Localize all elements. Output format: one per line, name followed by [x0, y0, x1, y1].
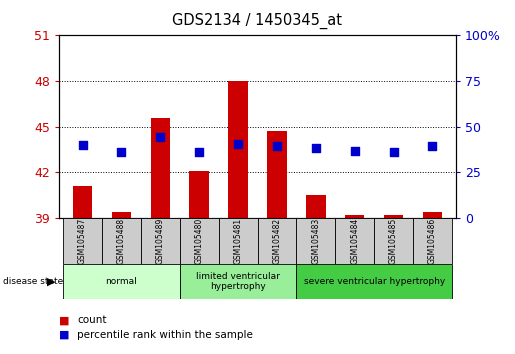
Text: normal: normal	[106, 277, 138, 286]
Bar	[63, 264, 180, 299]
Text: GSM105485: GSM105485	[389, 218, 398, 264]
Text: GSM105486: GSM105486	[428, 218, 437, 264]
Point	[273, 143, 281, 149]
Bar	[345, 216, 365, 218]
Text: GSM105480: GSM105480	[195, 218, 204, 264]
Bar	[384, 216, 403, 218]
Bar	[228, 81, 248, 218]
Text: GSM105481: GSM105481	[234, 218, 243, 264]
Bar	[219, 218, 258, 264]
Point	[389, 149, 398, 154]
Text: ■: ■	[59, 330, 70, 339]
Bar	[374, 218, 413, 264]
Text: GSM105487: GSM105487	[78, 218, 87, 264]
Point	[428, 143, 437, 149]
Bar	[296, 264, 452, 299]
Text: percentile rank within the sample: percentile rank within the sample	[77, 330, 253, 339]
Bar	[102, 218, 141, 264]
Text: ■: ■	[59, 315, 70, 325]
Bar	[335, 218, 374, 264]
Text: GSM105488: GSM105488	[117, 218, 126, 264]
Bar	[63, 218, 102, 264]
Text: GSM105484: GSM105484	[350, 218, 359, 264]
Point	[117, 149, 126, 155]
Text: GSM105483: GSM105483	[311, 218, 320, 264]
Bar	[112, 212, 131, 218]
Bar	[141, 218, 180, 264]
Bar	[180, 218, 219, 264]
Text: GDS2134 / 1450345_at: GDS2134 / 1450345_at	[173, 12, 342, 29]
Text: disease state: disease state	[3, 277, 63, 286]
Text: severe ventricular hypertrophy: severe ventricular hypertrophy	[303, 277, 445, 286]
Text: ▶: ▶	[47, 276, 56, 286]
Text: count: count	[77, 315, 107, 325]
Bar	[190, 171, 209, 218]
Bar	[258, 218, 296, 264]
Bar	[306, 195, 325, 218]
Bar	[73, 186, 92, 218]
Text: GSM105482: GSM105482	[272, 218, 281, 264]
Point	[156, 135, 164, 140]
Text: limited ventricular
hypertrophy: limited ventricular hypertrophy	[196, 272, 280, 291]
Point	[312, 145, 320, 151]
Bar	[296, 218, 335, 264]
Bar	[267, 131, 287, 218]
Point	[195, 149, 203, 155]
Bar	[180, 264, 296, 299]
Point	[78, 142, 87, 148]
Bar	[423, 212, 442, 218]
Bar	[413, 218, 452, 264]
Text: GSM105489: GSM105489	[156, 218, 165, 264]
Point	[351, 148, 359, 154]
Point	[234, 141, 242, 147]
Bar	[150, 118, 170, 218]
